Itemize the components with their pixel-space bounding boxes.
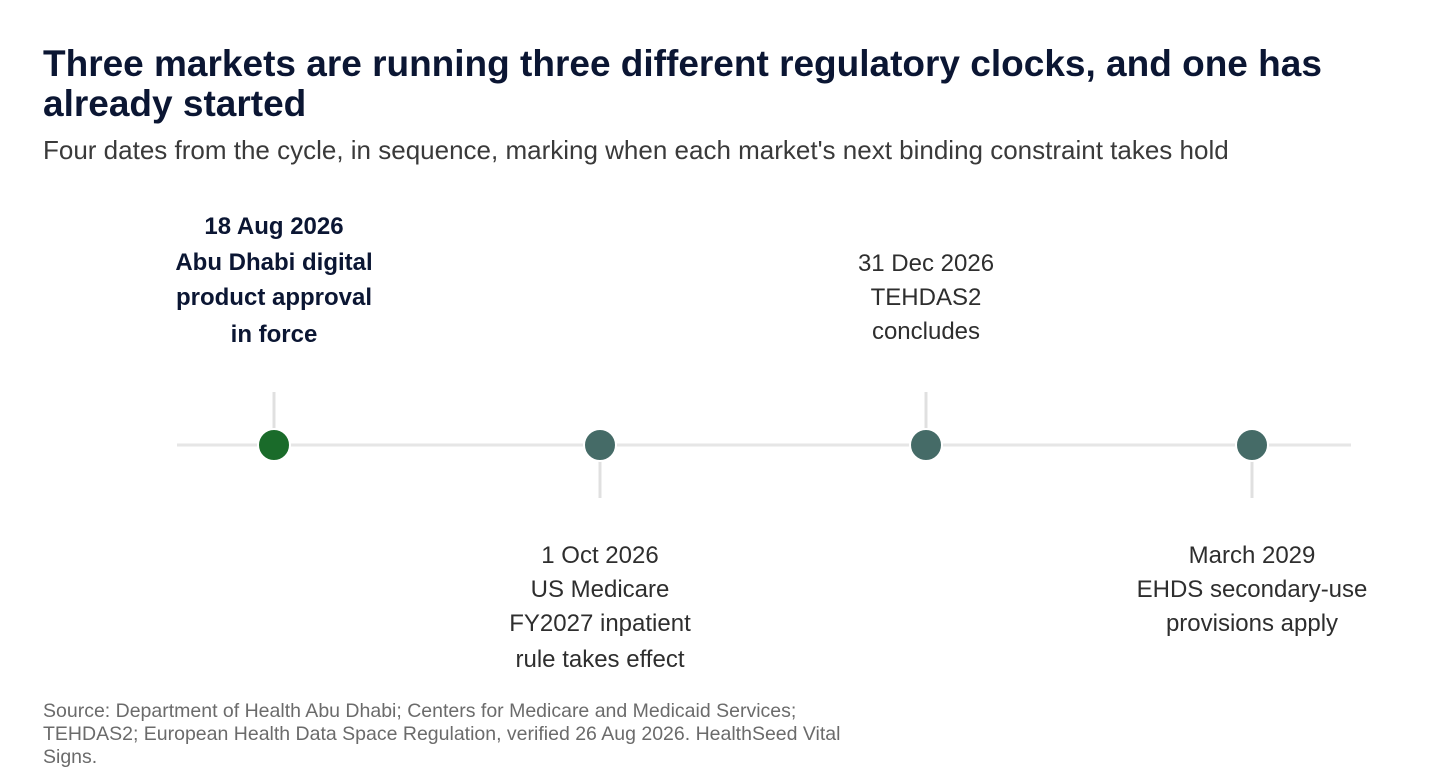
- event-label: March 2029 EHDS secondary-use provisions a…: [1102, 538, 1402, 642]
- event-marker: [909, 428, 943, 462]
- event-description-line: provisions apply: [1165, 610, 1339, 637]
- event-date: 1 Oct 2026: [541, 542, 659, 569]
- event-description-line: product approval: [175, 284, 373, 311]
- event-date: 31 Dec 2026: [857, 250, 995, 277]
- page-subtitle: Four dates from the cycle, in sequence, …: [43, 135, 1229, 165]
- event-label: 1 Oct 2026 US Medicare FY2027 inpatient rul…: [450, 538, 750, 678]
- source-note: Source: Department of Health Abu Dhabi; …: [43, 700, 841, 768]
- event-marker: [583, 428, 617, 462]
- event-marker-highlight: [257, 428, 291, 462]
- event-description-line: in force: [230, 321, 318, 348]
- event-description-line: FY2027 inpatient: [509, 610, 691, 637]
- event-label: 18 Aug 2026 Abu Dhabi digital product appr…: [124, 209, 424, 353]
- event-date: 18 Aug 2026: [204, 213, 344, 240]
- event-description-line: concludes: [871, 318, 981, 345]
- event-marker: [1235, 428, 1269, 462]
- marker-layer: [257, 428, 1269, 462]
- page-title: Three markets are running three differen…: [43, 43, 1322, 124]
- event-description-line: EHDS secondary-use: [1136, 576, 1368, 603]
- event-description-line: TEHDAS2: [870, 284, 982, 311]
- event-description-line: Abu Dhabi digital: [175, 249, 373, 276]
- event-label: 31 Dec 2026 TEHDAS2 concludes: [776, 246, 1076, 350]
- event-date: March 2029: [1188, 542, 1316, 569]
- event-description-line: US Medicare: [530, 576, 670, 603]
- event-description-line: rule takes effect: [515, 646, 685, 673]
